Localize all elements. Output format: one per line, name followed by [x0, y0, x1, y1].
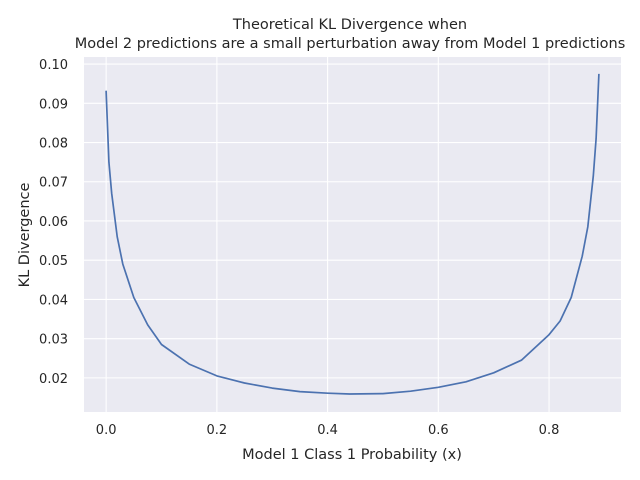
x-axis-label: Model 1 Class 1 Probability (x) [242, 447, 462, 463]
y-tick-label: 0.02 [39, 372, 68, 387]
chart-title-line-2: Model 2 predictions are a small perturba… [75, 36, 626, 52]
x-tick-label: 0.2 [207, 423, 228, 438]
y-tick-label: 0.07 [39, 176, 68, 191]
plot-area [84, 57, 621, 412]
y-axis-label: KL Divergence [17, 183, 33, 288]
y-tick-label: 0.04 [39, 293, 68, 308]
y-gridlines [84, 63, 621, 379]
x-tick-labels: 0.0 0.2 0.4 0.6 0.8 [96, 423, 560, 438]
series-layer [105, 73, 600, 395]
chart-title-line-1: Theoretical KL Divergence when [232, 17, 467, 33]
y-tick-label: 0.10 [39, 58, 68, 73]
kl-divergence-series-line [105, 73, 600, 395]
y-tick-label: 0.08 [39, 137, 68, 152]
y-tick-label: 0.06 [39, 215, 68, 230]
y-tick-label: 0.05 [39, 254, 68, 269]
x-tick-label: 0.6 [428, 423, 449, 438]
x-tick-label: 0.4 [317, 423, 338, 438]
x-gridlines [105, 57, 550, 412]
x-tick-label: 0.8 [539, 423, 560, 438]
y-tick-labels: 0.02 0.03 0.04 0.05 0.06 0.07 0.08 0.09 0.10 [39, 58, 68, 387]
y-tick-label: 0.09 [39, 97, 68, 112]
x-tick-label: 0.0 [96, 423, 117, 438]
y-tick-label: 0.03 [39, 333, 68, 348]
